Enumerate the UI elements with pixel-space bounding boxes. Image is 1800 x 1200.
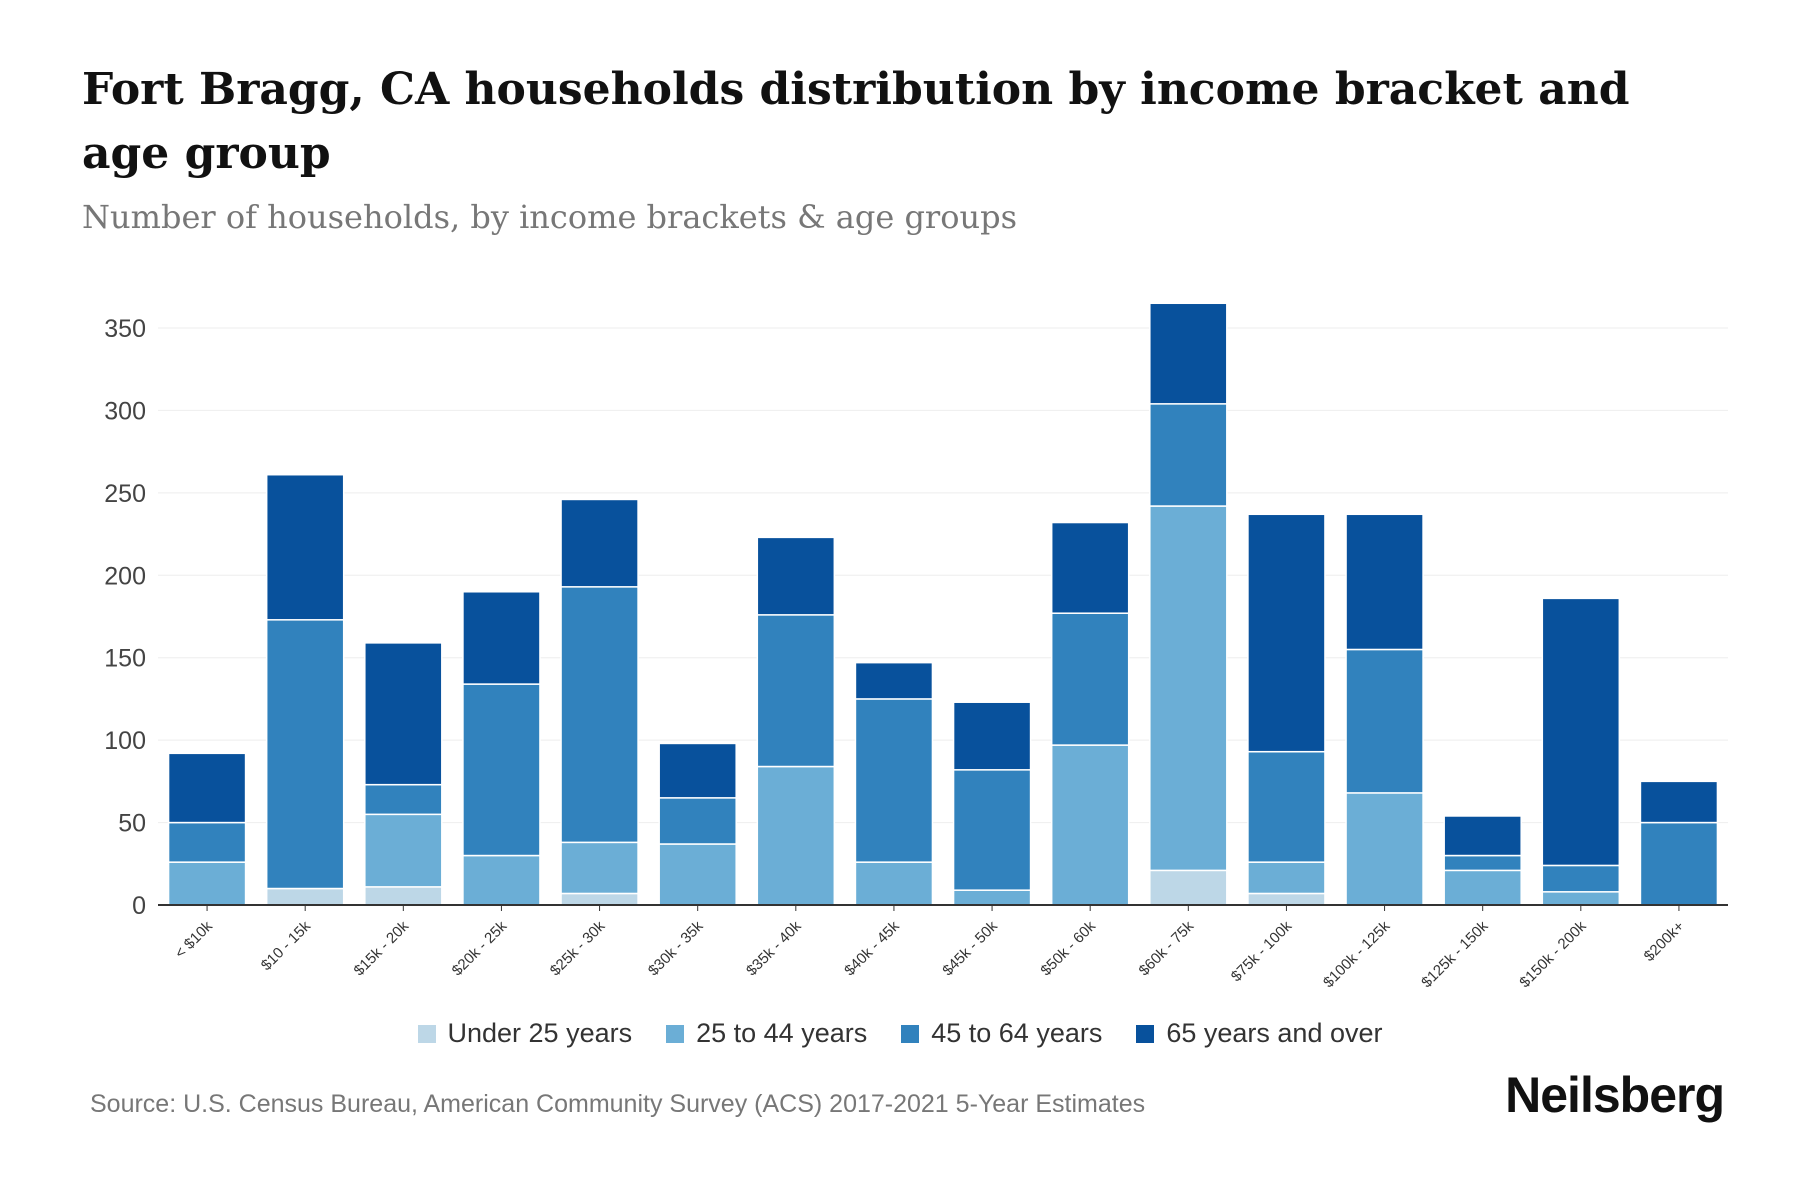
neilsberg-logo: Neilsberg bbox=[1505, 1067, 1725, 1123]
bar-segment bbox=[1443, 869, 1522, 906]
legend-item-65-over: 65 years and over bbox=[1136, 1018, 1383, 1049]
x-tick-label: $125k - 150k bbox=[1418, 917, 1492, 991]
bar-segment bbox=[1149, 505, 1228, 872]
bar-segment bbox=[658, 797, 737, 845]
bar-segment bbox=[560, 586, 639, 844]
bar-segment bbox=[265, 619, 345, 890]
bar-segment bbox=[167, 861, 247, 906]
legend: Under 25 years 25 to 44 years 45 to 64 y… bbox=[0, 1018, 1800, 1049]
x-tick-label: $60k - 75k bbox=[1136, 917, 1198, 979]
bar-segment bbox=[265, 473, 345, 621]
bar-segment bbox=[560, 498, 639, 588]
bar-segment bbox=[658, 742, 737, 799]
x-tick-label: $10 - 15k bbox=[258, 917, 315, 974]
x-tick-label: $200k+ bbox=[1641, 918, 1688, 965]
chart-subtitle: Number of households, by income brackets… bbox=[82, 198, 1017, 236]
y-tick-label: 300 bbox=[104, 397, 146, 425]
legend-swatch bbox=[666, 1024, 685, 1043]
x-tick-label: $100k - 125k bbox=[1320, 917, 1394, 991]
bar-segment bbox=[952, 889, 1032, 906]
bar-segment bbox=[1247, 861, 1326, 895]
bar-segment bbox=[462, 854, 541, 906]
bar-segment bbox=[1050, 521, 1130, 614]
legend-label: Under 25 years bbox=[447, 1018, 633, 1048]
bar-segment bbox=[1345, 792, 1424, 906]
legend-swatch bbox=[1136, 1024, 1155, 1043]
stacked-bar-chart: 0 50 100 150 200 250 300 350 < $10k $10 - 15k $15k… bbox=[104, 302, 1728, 991]
bar-segment bbox=[462, 683, 541, 857]
bar-segment bbox=[560, 841, 639, 895]
bar-segment bbox=[952, 701, 1032, 771]
y-tick-label: 250 bbox=[104, 480, 146, 508]
y-tick-label: 0 bbox=[132, 892, 146, 920]
bar-segment bbox=[756, 536, 836, 616]
bar-segment bbox=[952, 769, 1032, 891]
bar-segment bbox=[1541, 864, 1621, 893]
legend-item-under-25: Under 25 years bbox=[417, 1018, 633, 1049]
bar-segment bbox=[265, 887, 345, 906]
bar-segment bbox=[364, 642, 443, 786]
bar-segment bbox=[854, 661, 934, 700]
bar-segment bbox=[1050, 744, 1130, 906]
bar-segment bbox=[1247, 513, 1326, 753]
chart-title: Fort Bragg, CA households distribution b… bbox=[82, 64, 1630, 179]
x-tick-label: $50k - 60k bbox=[1037, 917, 1099, 979]
y-tick-label: 350 bbox=[104, 315, 146, 343]
bar-segment bbox=[1639, 780, 1719, 824]
legend-item-45-64: 45 to 64 years bbox=[901, 1018, 1102, 1049]
bar-segment bbox=[364, 886, 443, 906]
legend-swatch bbox=[901, 1024, 920, 1043]
legend-label: 25 to 44 years bbox=[696, 1018, 868, 1048]
x-tick-label: $40k - 45k bbox=[841, 917, 903, 979]
source-note: Source: U.S. Census Bureau, American Com… bbox=[90, 1090, 1146, 1118]
bar-segment bbox=[1443, 815, 1522, 857]
bar-segment bbox=[167, 821, 247, 863]
bar-segment bbox=[854, 861, 934, 906]
x-tick-label: $150k - 200k bbox=[1516, 917, 1590, 991]
bar-segment bbox=[462, 591, 541, 685]
bar-segment bbox=[364, 813, 443, 888]
x-tick-label: $30k - 35k bbox=[645, 917, 707, 979]
bar-segment bbox=[1149, 403, 1228, 507]
bar-segment bbox=[1443, 854, 1522, 872]
bar-segment bbox=[1639, 821, 1719, 906]
x-tick-label: $75k - 100k bbox=[1228, 917, 1296, 985]
bar-segment bbox=[167, 752, 247, 824]
legend-swatch bbox=[417, 1024, 436, 1043]
y-tick-label: 200 bbox=[104, 562, 146, 590]
y-tick-label: 150 bbox=[104, 645, 146, 673]
x-tick-label: $25k - 30k bbox=[547, 917, 609, 979]
bar-segment bbox=[658, 843, 737, 906]
legend-item-25-44: 25 to 44 years bbox=[666, 1018, 867, 1049]
bar-segment bbox=[1345, 648, 1424, 794]
x-tick-label: $45k - 50k bbox=[939, 917, 1001, 979]
bar-segment bbox=[1247, 892, 1326, 906]
x-tick-label: $20k - 25k bbox=[449, 917, 511, 979]
bar-segment bbox=[1541, 891, 1621, 906]
bar-segment bbox=[1541, 597, 1621, 867]
y-tick-label: 50 bbox=[118, 810, 146, 838]
bar-segment bbox=[756, 765, 836, 906]
bar-segment bbox=[854, 698, 934, 863]
bar-segment bbox=[1345, 513, 1424, 651]
x-tick-label: < $10k bbox=[172, 917, 217, 962]
bar-segment bbox=[756, 614, 836, 768]
legend-label: 65 years and over bbox=[1166, 1018, 1383, 1048]
bar-segment bbox=[560, 892, 639, 906]
x-tick-label: $35k - 40k bbox=[743, 917, 805, 979]
x-tick-label: $15k - 20k bbox=[351, 917, 413, 979]
bar-segment bbox=[1149, 302, 1228, 405]
y-tick-label: 100 bbox=[104, 727, 146, 755]
bar-segment bbox=[1050, 612, 1130, 746]
bar-segment bbox=[1247, 750, 1326, 863]
legend-label: 45 to 64 years bbox=[931, 1018, 1103, 1048]
bar-segment bbox=[1149, 869, 1228, 906]
bar-segment bbox=[364, 783, 443, 816]
